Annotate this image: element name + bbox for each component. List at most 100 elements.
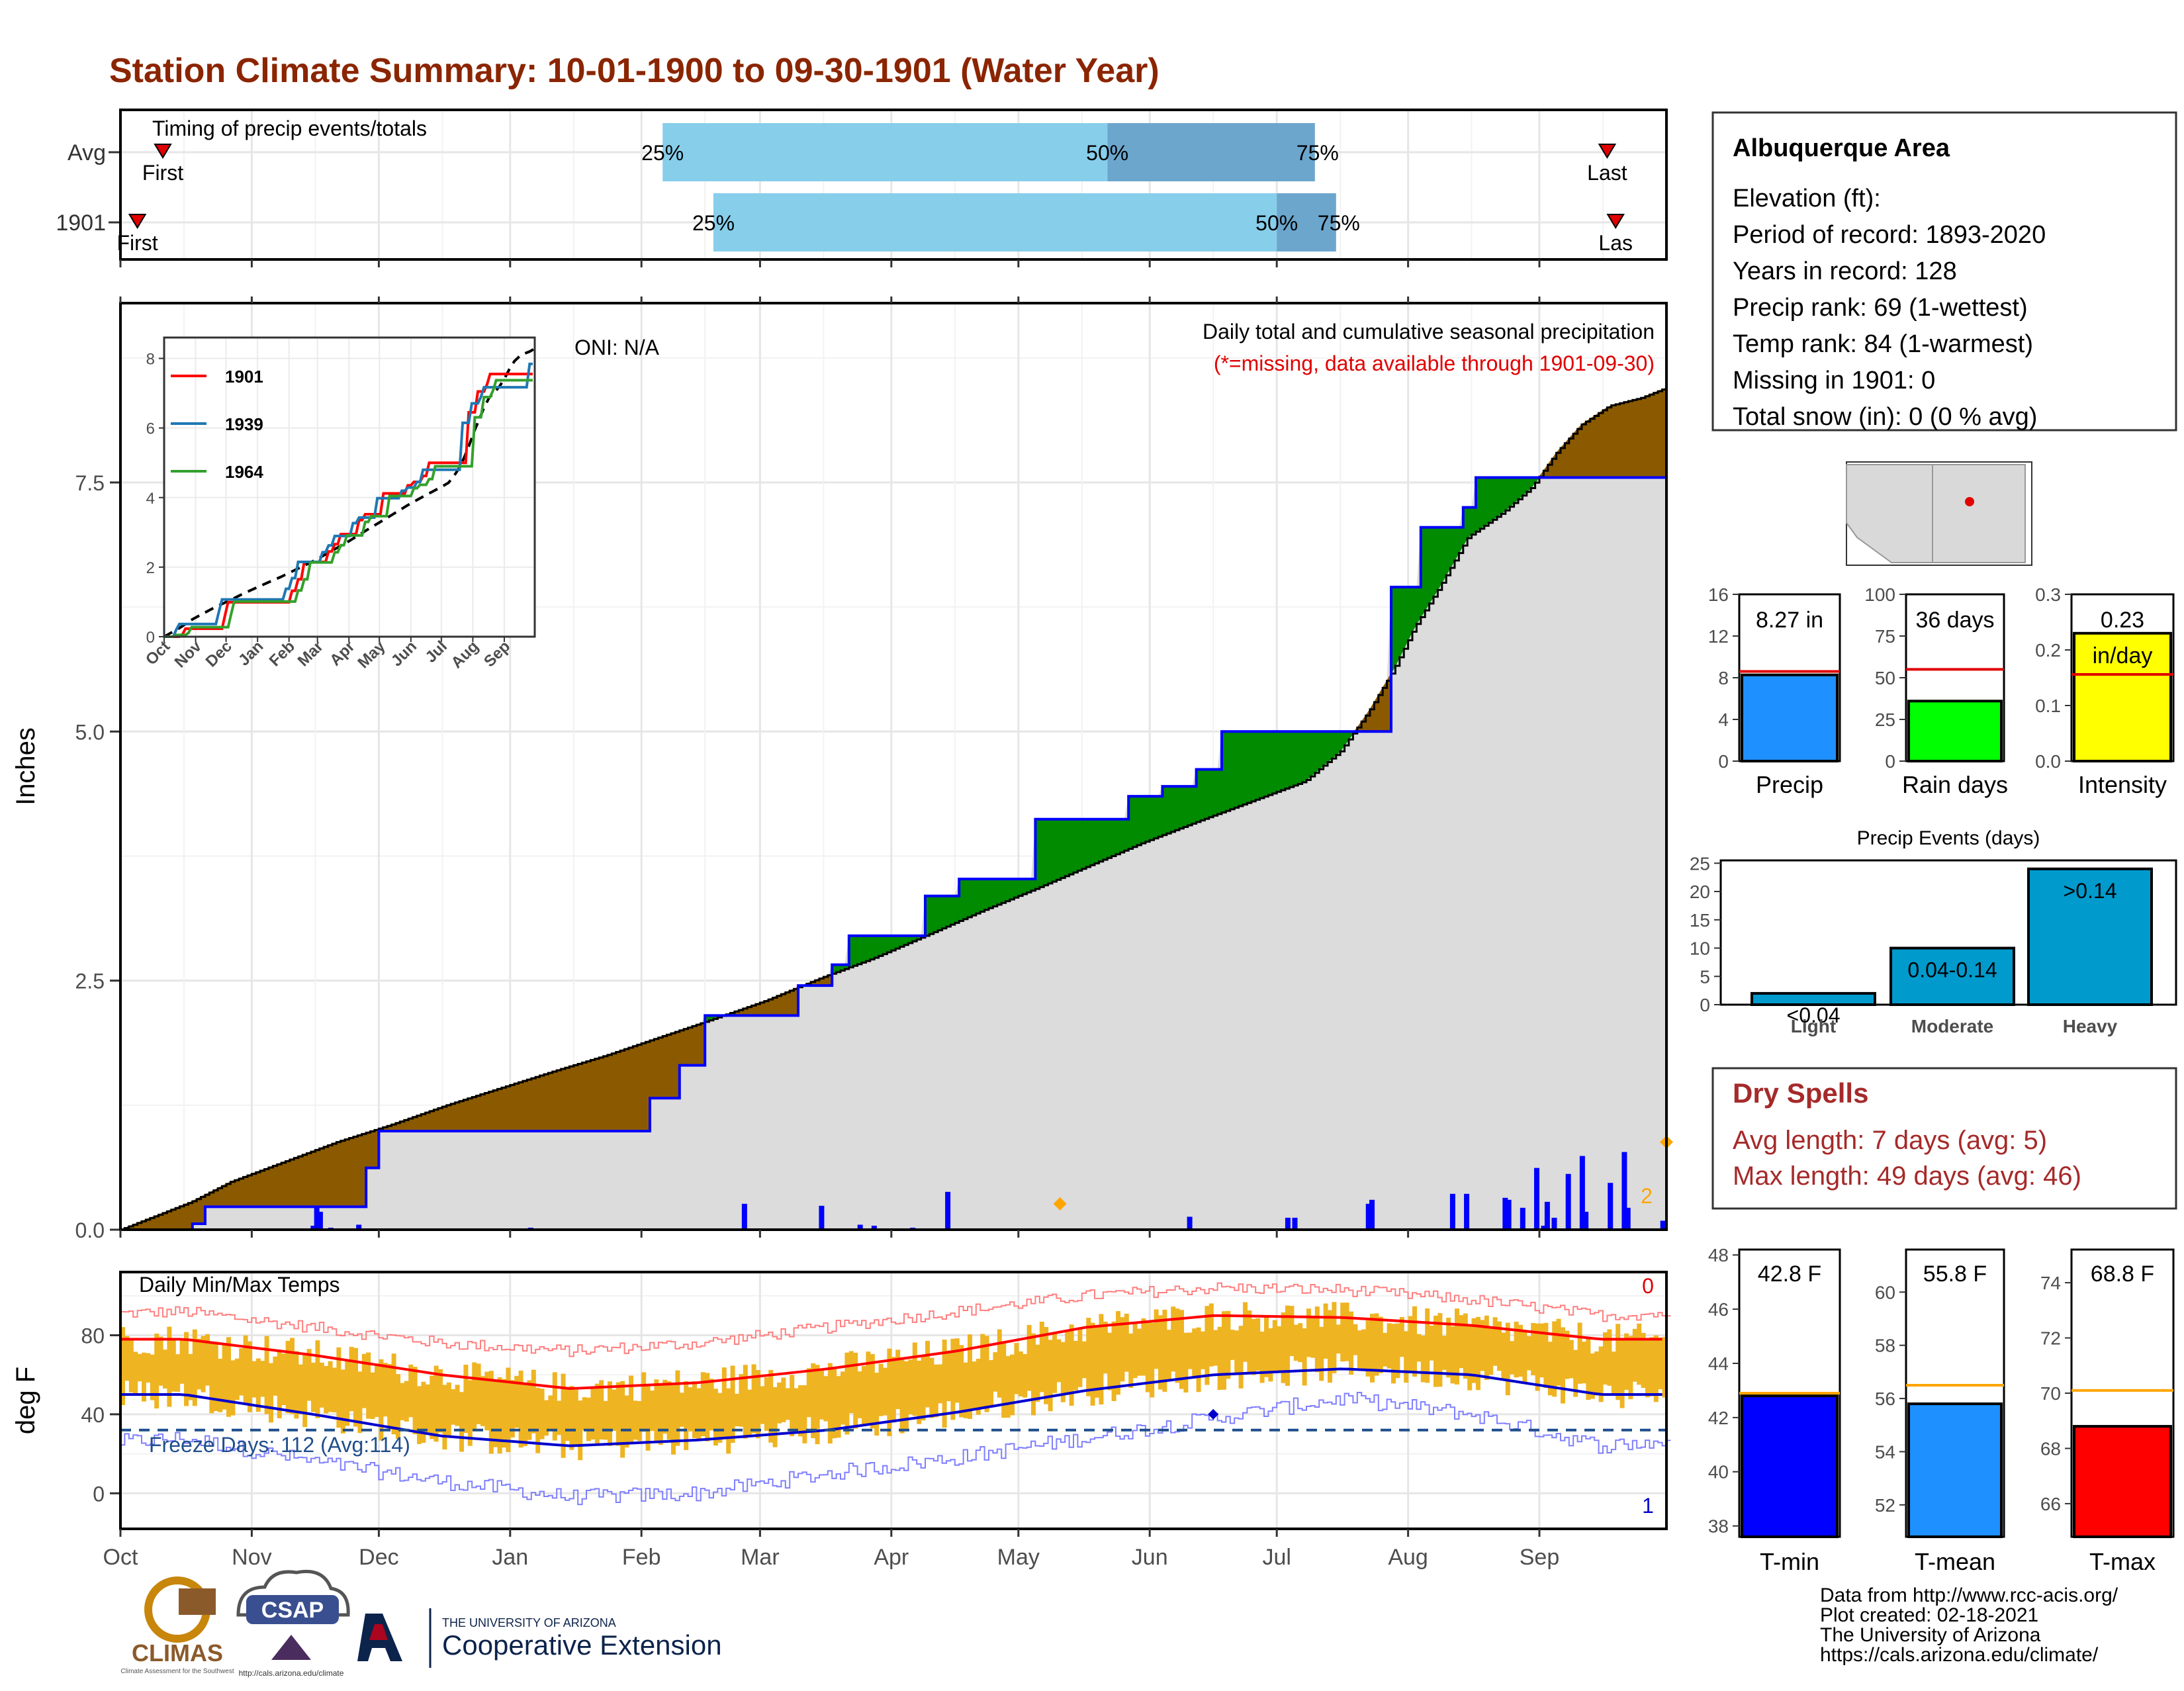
daily-temp-bar bbox=[1408, 1316, 1413, 1373]
temp-summary-ytick-label: 60 bbox=[1875, 1282, 1895, 1303]
timing-row-label: Avg bbox=[68, 140, 106, 165]
daily-temp-bar bbox=[548, 1395, 553, 1430]
missing-note: (*=missing, data available through 1901-… bbox=[1214, 351, 1655, 375]
daily-temp-bar bbox=[1154, 1309, 1159, 1369]
daily-temp-bar bbox=[963, 1362, 968, 1418]
daily-temp-bar bbox=[760, 1386, 765, 1424]
events-ytick-label: 10 bbox=[1690, 938, 1710, 959]
precip-panel: 2 Daily total and cumulative seasonal pre… bbox=[11, 297, 1673, 1242]
daily-temp-bar bbox=[523, 1385, 527, 1446]
temp-summary-ytick-label: 44 bbox=[1708, 1353, 1729, 1374]
daily-temp-bar bbox=[336, 1347, 341, 1428]
daily-temp-bar bbox=[1552, 1321, 1557, 1397]
daily-temp-bar bbox=[1243, 1302, 1248, 1362]
daily-temp-bar bbox=[857, 1371, 862, 1418]
daily-temp-bar bbox=[1547, 1342, 1553, 1396]
daily-temp-bar bbox=[921, 1356, 926, 1421]
daily-temp-bar bbox=[1069, 1324, 1074, 1406]
first-event-marker bbox=[128, 214, 147, 229]
daily-temp-bar bbox=[510, 1380, 515, 1438]
climas-logo-sub: Climate Assessment for the Southwest bbox=[120, 1668, 234, 1675]
daily-temp-bar bbox=[1365, 1320, 1371, 1377]
daily-temp-bar bbox=[1065, 1331, 1070, 1395]
daily-temp-bar bbox=[201, 1336, 206, 1393]
summary-ytick-label: 100 bbox=[1864, 584, 1895, 605]
daily-temp-bar bbox=[1044, 1327, 1049, 1404]
summary-ytick-label: 0.1 bbox=[2035, 696, 2061, 716]
daily-temp-bar bbox=[1476, 1316, 1480, 1391]
daily-temp-bar bbox=[802, 1385, 807, 1443]
events-ytick-label: 25 bbox=[1690, 853, 1710, 874]
daily-temp-bar bbox=[1145, 1322, 1150, 1393]
daily-temp-bar bbox=[777, 1382, 782, 1424]
daily-temp-bar bbox=[1323, 1303, 1328, 1359]
daily-temp-bar bbox=[624, 1395, 629, 1448]
daily-temp-bar bbox=[1526, 1336, 1531, 1371]
event-bar-label: >0.14 bbox=[2064, 879, 2117, 903]
daily-temp-bar bbox=[798, 1385, 803, 1437]
daily-temp-bar bbox=[1531, 1322, 1536, 1376]
daily-temp-bar bbox=[1344, 1303, 1349, 1361]
daily-temp-bar bbox=[294, 1351, 299, 1419]
first-event-label: First bbox=[116, 231, 158, 255]
daily-temp-bar bbox=[383, 1363, 388, 1417]
daily-temp-bar bbox=[1310, 1315, 1316, 1358]
summary-ytick-label: 0 bbox=[1718, 751, 1729, 772]
daily-temp-bar bbox=[662, 1379, 668, 1434]
daily-temp-bar bbox=[1238, 1326, 1244, 1389]
temp-summary-ytick-label: 46 bbox=[1708, 1299, 1729, 1320]
daily-temp-bar bbox=[535, 1387, 541, 1453]
daily-temp-bar bbox=[1395, 1323, 1400, 1379]
inset-legend-label: 1901 bbox=[225, 367, 263, 387]
timing-pct-75: 75% bbox=[1318, 211, 1360, 235]
daily-temp-bar bbox=[1141, 1318, 1146, 1376]
daily-temp-bar bbox=[1226, 1310, 1231, 1379]
daily-precip-bar bbox=[1551, 1217, 1557, 1230]
daily-temp-bar bbox=[269, 1363, 273, 1423]
station-location-dot bbox=[1965, 497, 1974, 506]
daily-temp-bar bbox=[730, 1365, 735, 1443]
timing-pct-25: 25% bbox=[641, 141, 684, 165]
daily-precip-bar bbox=[1660, 1220, 1666, 1230]
daily-temp-bar bbox=[1514, 1321, 1519, 1378]
daily-temp-bar bbox=[1569, 1340, 1574, 1379]
daily-temp-bar bbox=[1459, 1315, 1464, 1369]
daily-temp-bar bbox=[1328, 1310, 1332, 1383]
timing-pct-50: 50% bbox=[1086, 141, 1128, 165]
cumulative-area bbox=[120, 387, 1666, 1230]
daily-temp-bar bbox=[1103, 1321, 1108, 1374]
daily-temp-bar bbox=[353, 1348, 358, 1427]
station-box bbox=[1711, 111, 2177, 432]
daily-temp-bar bbox=[260, 1361, 265, 1397]
daily-temp-bar bbox=[1628, 1336, 1633, 1400]
daily-temp-bar bbox=[1302, 1328, 1307, 1386]
temp-summary-value: 55.8 F bbox=[1923, 1261, 1987, 1287]
daily-precip-bar bbox=[1292, 1217, 1298, 1230]
daily-temp-bar bbox=[1455, 1308, 1459, 1385]
daily-temp-bar bbox=[612, 1389, 617, 1431]
daily-temp-bar bbox=[1048, 1340, 1053, 1412]
daily-precip-bar bbox=[1365, 1203, 1371, 1230]
daily-temp-bar bbox=[1471, 1318, 1477, 1383]
timing-pct-25: 25% bbox=[692, 211, 735, 235]
events-ytick-label: 15 bbox=[1690, 910, 1710, 931]
daily-temp-bar bbox=[764, 1377, 769, 1431]
daily-temp-bar bbox=[1026, 1324, 1032, 1391]
daily-temp-bar bbox=[743, 1365, 748, 1439]
daily-temp-bar bbox=[781, 1377, 786, 1422]
temp-summary-ytick-label: 56 bbox=[1875, 1389, 1895, 1409]
daily-temp-bar bbox=[1077, 1328, 1083, 1387]
daily-temp-bar bbox=[1391, 1324, 1396, 1384]
daily-temp-bar bbox=[1205, 1306, 1210, 1385]
daily-temp-bar bbox=[387, 1363, 392, 1430]
observed-cumulative-line bbox=[120, 406, 1668, 1231]
daily-temp-bar bbox=[917, 1360, 922, 1424]
daily-temp-bar bbox=[705, 1373, 710, 1441]
inset-ytick-label: 2 bbox=[146, 559, 155, 577]
daily-temp-bar bbox=[488, 1371, 494, 1454]
daily-temp-bar bbox=[1001, 1341, 1007, 1418]
daily-temp-bar bbox=[251, 1361, 257, 1398]
daily-temp-bar bbox=[1658, 1337, 1663, 1389]
daily-temp-bar bbox=[637, 1400, 642, 1441]
timing-bar-25-50 bbox=[713, 193, 1277, 251]
